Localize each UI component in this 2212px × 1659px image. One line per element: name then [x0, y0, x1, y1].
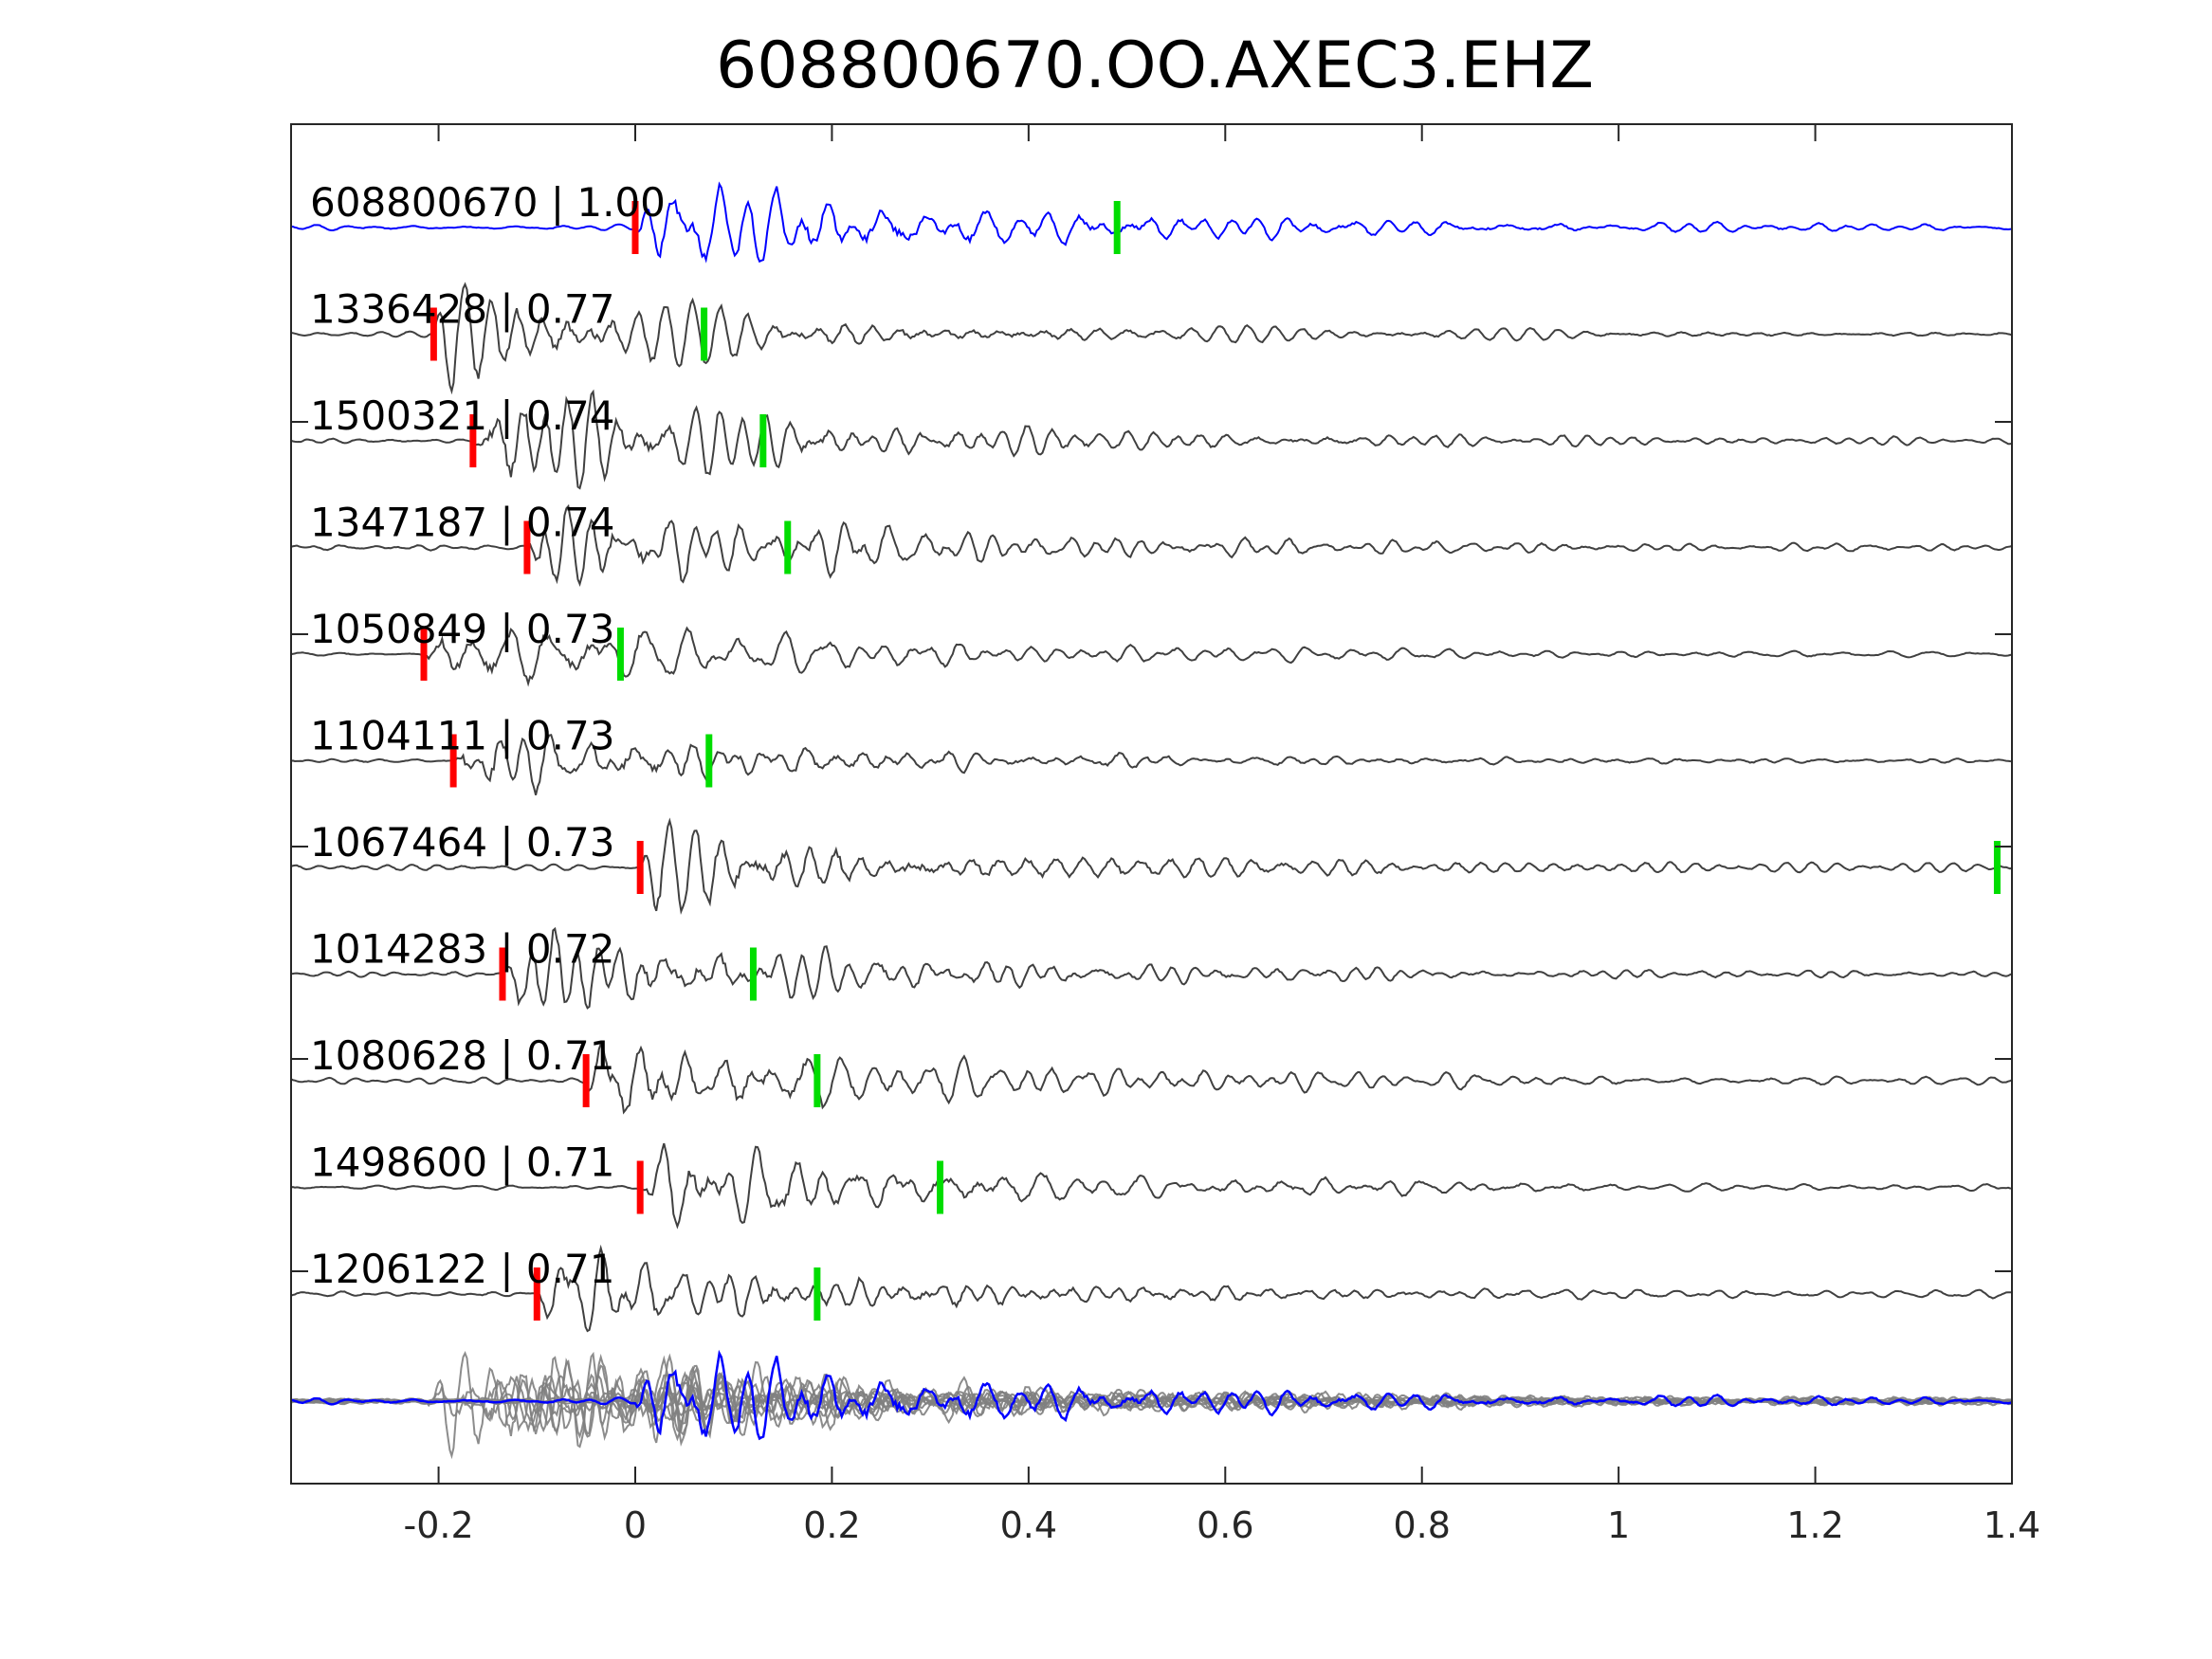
- trace-label-1104111: 1104111 | 0.73: [310, 713, 614, 759]
- overlay-layer: [290, 1349, 2013, 1460]
- overlay-template-trace: [290, 1349, 2013, 1441]
- trace-line-1014283: [291, 926, 2013, 1010]
- trace-label-1498600: 1498600 | 0.71: [310, 1139, 614, 1186]
- x-tick-label: 1.2: [1786, 1504, 1843, 1546]
- trace-line-1206122: [290, 1244, 2012, 1333]
- labels-layer: 608800670 | 1.00 1336428 | 0.77 1500321 | …: [310, 179, 666, 1292]
- trace-label-1347187: 1347187 | 0.74: [310, 500, 614, 546]
- x-tick-label: 0.4: [1000, 1504, 1057, 1546]
- x-tick-label: -0.2: [403, 1504, 473, 1546]
- traces-layer: [290, 181, 2013, 1333]
- x-tick-label: 0.2: [803, 1504, 860, 1546]
- x-tick-label: 0: [624, 1504, 647, 1546]
- trace-line-1500321: [290, 389, 2013, 490]
- trace-line-608800670: [290, 181, 2013, 264]
- chart-title: 608800670.OO.AXEC3.EHZ: [716, 28, 1594, 103]
- trace-line-1336428: [290, 282, 2013, 395]
- plot-frame: [290, 123, 2013, 1485]
- trace-line-1067464: [290, 817, 2013, 916]
- x-axis: -0.2 0 0.2 0.4 0.6 0.8 1 1.2 1.4: [291, 124, 2040, 1546]
- trace-label-1080628: 1080628 | 0.71: [310, 1032, 614, 1079]
- trace-label-1336428: 1336428 | 0.77: [310, 286, 614, 333]
- picks-layer: [420, 201, 2001, 1321]
- x-tick-label: 1.4: [1983, 1504, 2040, 1546]
- trace-line-1498600: [290, 1142, 2013, 1230]
- trace-label-1067464: 1067464 | 0.73: [310, 819, 614, 866]
- x-tick-label: 0.8: [1393, 1504, 1450, 1546]
- trace-label-1050849: 1050849 | 0.73: [310, 606, 614, 652]
- trace-label-1014283: 1014283 | 0.72: [310, 926, 614, 973]
- trace-line-1347187: [290, 503, 2013, 588]
- trace-line-1080628: [290, 1042, 2013, 1115]
- trace-line-1050849: [290, 626, 2013, 687]
- plot-area: 608800670 | 1.00 1336428 | 0.77 1500321 | …: [290, 179, 2013, 1460]
- trace-label-1206122: 1206122 | 0.71: [310, 1246, 614, 1292]
- trace-line-1104111: [290, 734, 2013, 795]
- x-tick-label: 0.6: [1197, 1504, 1253, 1546]
- overlay-trace-1498600: [290, 1355, 2013, 1442]
- trace-label-1500321: 1500321 | 0.74: [310, 392, 614, 439]
- trace-label-608800670: 608800670 | 1.00: [310, 179, 666, 226]
- x-tick-label: 1: [1607, 1504, 1630, 1546]
